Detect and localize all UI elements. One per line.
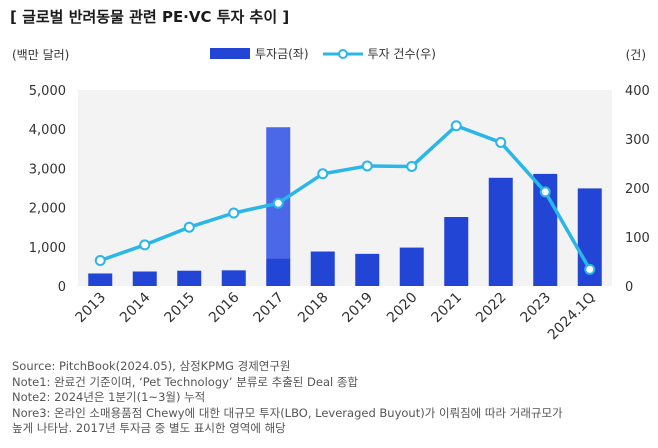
x-tick-label: 2016 (206, 289, 243, 326)
bar (221, 270, 246, 286)
line-point (317, 168, 329, 180)
line-point (406, 160, 418, 172)
y-left-tick-label: 2,000 (29, 202, 66, 217)
notes: Source: PitchBook(2024.05), 삼정KPMG 경제연구원… (12, 359, 563, 437)
y-left-tick-label: 0 (58, 280, 66, 295)
right-axis-unit: (건) (625, 48, 646, 62)
line-point (539, 186, 551, 198)
bar (310, 251, 335, 286)
x-tick-label: 2017 (251, 290, 288, 327)
line-point (272, 197, 284, 209)
y-left-tick-label: 5,000 (29, 84, 66, 99)
x-tick-label: 2024.1Q (545, 290, 599, 344)
legend-line-label: 투자 건수(우) (367, 47, 436, 61)
x-tick-label: 2015 (162, 290, 199, 327)
x-tick-label: 2013 (73, 290, 110, 327)
bar (488, 177, 513, 286)
line-point (361, 160, 373, 172)
bar-highlight-segment (266, 127, 291, 259)
note-1: Note1: 완료건 기준이며, ‘Pet Technology’ 분류로 추출… (12, 374, 359, 389)
x-tick-label: 2019 (340, 290, 377, 327)
series-line (99, 124, 592, 271)
plot-area (78, 90, 612, 286)
legend: 투자금(좌) 투자 건수(우) (210, 45, 450, 62)
y-right-tick-label: 0 (625, 280, 633, 295)
line-point (584, 263, 596, 275)
note-2: Note2: 2024년은 1분기(1~3월) 누적 (12, 390, 206, 404)
legend-item-line: 투자 건수(우) (322, 45, 436, 62)
y-left-tick-label: 1,000 (29, 241, 66, 256)
note-3: Nore3: 온라인 소매용품점 Chewy에 대한 대규모 투자(LBO, L… (12, 405, 563, 420)
bar (88, 273, 113, 286)
chart-title: [ 글로벌 반려동물 관련 PE·VC 투자 추이 ] (10, 8, 290, 26)
x-tick-label: 2014 (117, 289, 154, 326)
x-tick-label: 2021 (429, 290, 466, 327)
line-point (450, 120, 462, 132)
y-right-tick-label: 100 (625, 231, 650, 246)
line-point (183, 221, 195, 233)
bar (444, 217, 469, 286)
bar (132, 271, 157, 286)
note-3-continued: 높게 나타남. 2017년 투자금 중 별도 표시한 영역에 해당 (12, 421, 286, 435)
legend-bar-swatch (210, 48, 250, 59)
bar (177, 270, 202, 286)
legend-bar-label: 투자금(좌) (255, 47, 309, 61)
source-note: Source: PitchBook(2024.05), 삼정KPMG 경제연구원 (12, 359, 291, 373)
left-axis-unit: (백만 달러) (12, 48, 70, 62)
bar (266, 258, 291, 286)
line-point (228, 207, 240, 219)
line-point (139, 239, 151, 251)
x-tick-label: 2022 (473, 290, 510, 327)
legend-item-bar: 투자금(좌) (210, 45, 309, 62)
y-left-tick-label: 4,000 (29, 123, 66, 138)
line-point (495, 136, 507, 148)
line-point (94, 255, 106, 267)
x-tick-label: 2023 (518, 290, 555, 327)
bar (399, 247, 424, 286)
y-left-tick-label: 3,000 (29, 162, 66, 177)
legend-line-swatch (322, 48, 363, 59)
x-tick-label: 2018 (295, 290, 332, 327)
combo-chart: 0 1,000 2,000 3,000 4,000 5,000 0 100 200 300 400 2… (29, 84, 650, 344)
y-right-tick-label: 400 (625, 84, 650, 99)
y-right-tick-label: 300 (625, 133, 650, 148)
x-tick-label: 2020 (384, 290, 421, 327)
y-right-tick-label: 200 (625, 182, 650, 197)
bar (355, 253, 380, 286)
